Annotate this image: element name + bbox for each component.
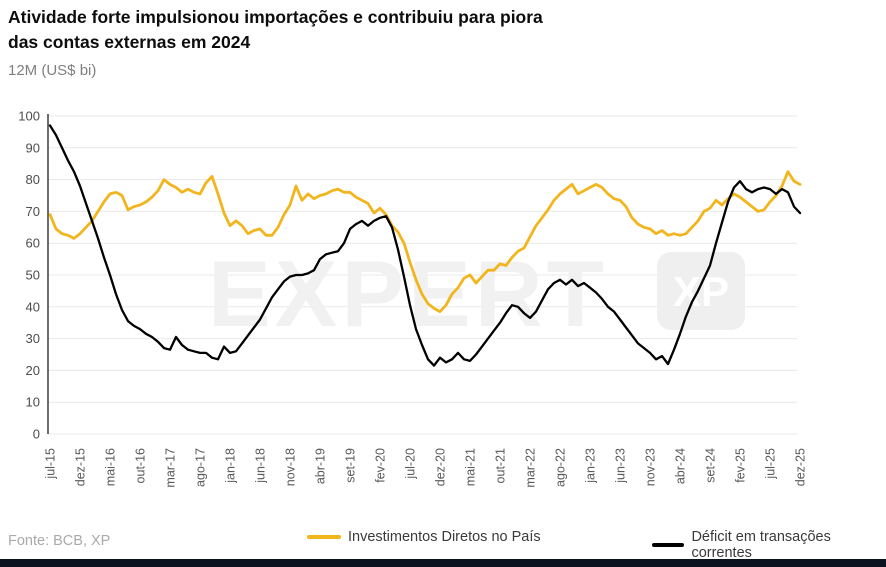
idp-line-swatch — [307, 534, 341, 540]
x-axis-label: fev-25 — [734, 448, 748, 483]
y-axis-label: 60 — [26, 236, 40, 251]
x-axis-label: nov-23 — [644, 448, 658, 486]
x-axis-label: jun-18 — [254, 448, 268, 484]
legend-label-idp: Investimentos Diretos no País — [348, 529, 541, 545]
x-axis-label: set-24 — [704, 448, 718, 483]
x-axis-label: abr-19 — [314, 448, 328, 484]
idp-line — [48, 170, 802, 314]
y-axis-label: 70 — [26, 204, 40, 219]
chart-unit-subtitle: 12M (US$ bi) — [8, 62, 97, 79]
x-axis-label: mai-16 — [104, 448, 118, 486]
x-axis-label: out-16 — [134, 448, 148, 483]
x-axis-label: abr-24 — [674, 448, 688, 484]
title-line-1: Atividade forte impulsionou importações … — [8, 7, 543, 27]
watermark-xp-badge — [657, 252, 745, 330]
y-axis-label: 10 — [26, 395, 40, 410]
title-line-2: das contas externas em 2024 — [8, 32, 251, 53]
x-axis-label: dez-25 — [794, 448, 808, 486]
legend-item-deficit: Déficit em transações correntes — [652, 529, 886, 561]
x-axis-label: out-21 — [494, 448, 508, 483]
x-axis-label: ago-17 — [194, 448, 208, 487]
x-axis-label: set-19 — [344, 448, 358, 483]
deficit-line-swatch — [652, 542, 685, 548]
y-axis-label: 20 — [26, 363, 40, 378]
y-axis-label: 30 — [26, 331, 40, 346]
y-axis-label: 90 — [26, 140, 40, 155]
x-axis-label: mar-17 — [164, 448, 178, 488]
x-axis-label: fev-20 — [374, 448, 388, 483]
page-title: Atividade forte impulsionou importações … — [8, 5, 708, 56]
legend-item-idp: Investimentos Diretos no País — [307, 529, 541, 545]
legend-label-deficit: Déficit em transações correntes — [691, 529, 831, 561]
watermark-xp-badge-text: XP — [673, 268, 729, 315]
x-axis-label: jan-23 — [584, 448, 598, 484]
source-note: Fonte: BCB, XP — [8, 533, 111, 549]
x-axis-label: dez-20 — [434, 448, 448, 486]
y-axis-label: 40 — [26, 299, 40, 314]
chart-legend: Investimentos Diretos no País Déficit em… — [0, 529, 886, 561]
x-axis-label: jun-23 — [614, 448, 628, 484]
x-axis-label: mai-21 — [464, 448, 478, 486]
y-axis-label: 0 — [33, 427, 40, 442]
x-axis-label: jul-25 — [764, 448, 778, 480]
bottom-accent-bar — [0, 559, 886, 567]
x-axis-label: ago-22 — [554, 448, 568, 487]
x-axis-label: jul-15 — [44, 448, 58, 480]
x-axis-label: jul-20 — [404, 448, 418, 480]
x-axis-label: dez-15 — [74, 448, 88, 486]
deficit-line — [48, 124, 802, 367]
y-axis-label: 50 — [26, 268, 40, 283]
y-axis-label: 100 — [18, 109, 40, 124]
x-axis-label: nov-18 — [284, 448, 298, 486]
x-axis-label: mar-22 — [524, 448, 538, 488]
x-axis-label: jan-18 — [224, 448, 238, 484]
y-axis-label: 80 — [26, 172, 40, 187]
